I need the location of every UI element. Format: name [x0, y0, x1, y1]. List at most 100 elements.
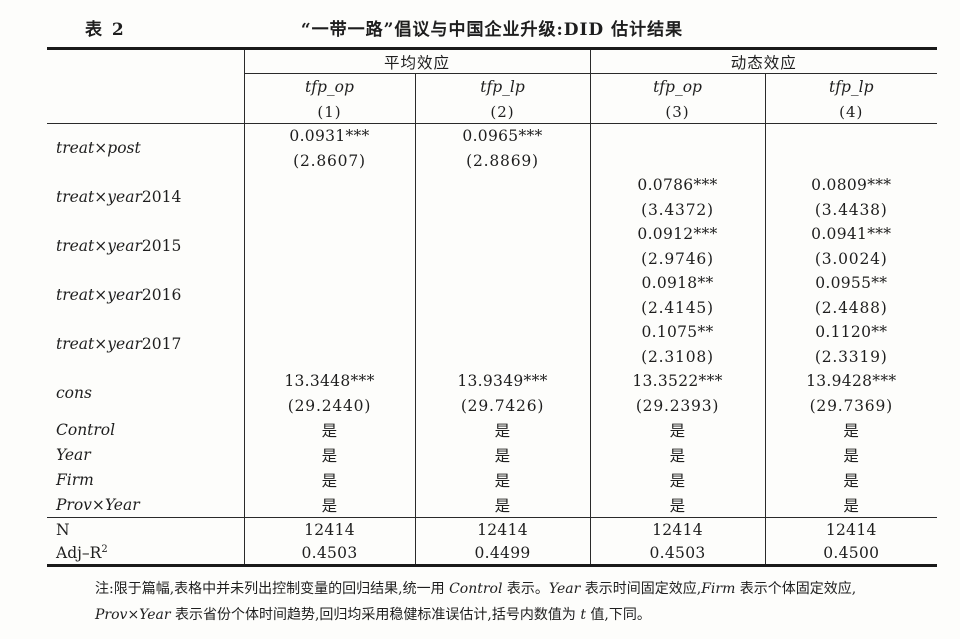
note-variable-name: t — [580, 607, 586, 623]
coefficient-cell: 13.3522*** — [589, 368, 766, 394]
note-text: 注:限于篇幅,表格中并未列出控制变量的回归结果,统一用 — [95, 581, 450, 597]
coefficient-cell: 0.1120** — [764, 319, 938, 345]
statistic-cell: 0.4503 — [589, 541, 766, 566]
column-number: (3) — [665, 103, 690, 121]
column-variable: tfp_lp — [829, 78, 874, 96]
corner-cell — [47, 48, 244, 124]
coefficient-cell: 0.0809*** — [764, 172, 938, 198]
row-label: treat×year2017 — [56, 335, 182, 353]
table-row-tvalues: (2.4145) (2.4488) — [47, 295, 938, 320]
note-text: 表示时间固定效应, — [580, 581, 702, 597]
column-number: (4) — [839, 103, 864, 121]
tvalue-cell: (2.8607) — [243, 148, 415, 173]
tvalue-cell: (3.0024) — [764, 246, 938, 271]
coefficient-cell: 0.0786*** — [589, 172, 766, 198]
table-row-tvalues: (2.3108) (2.3319) — [47, 344, 938, 369]
fixed-effect-cell: 是 — [243, 467, 415, 493]
statistic-cell: 0.4503 — [243, 541, 415, 566]
fixed-effect-cell: 是 — [589, 492, 766, 518]
note-text: 表示。 — [502, 581, 549, 597]
coefficient-cell — [589, 123, 766, 149]
tvalue-cell: (29.7426) — [414, 393, 591, 418]
column-variable: tfp_lp — [480, 78, 525, 96]
row-label: treat×year2014 — [56, 188, 182, 206]
table-row-tvalues: (3.4372) (3.4438) — [47, 197, 938, 222]
row-label: treat×year2015 — [56, 237, 182, 255]
tvalue-cell: (2.4488) — [764, 295, 938, 320]
tvalue-cell — [243, 295, 415, 320]
note-text: 表示省份个体时间趋势,回归均采用稳健标准误估计,括号内数值为 — [170, 607, 581, 623]
col-group-dynamic-effect: 动态效应 — [589, 48, 938, 74]
coefficient-cell — [414, 270, 591, 296]
tvalue-cell: (2.8869) — [414, 148, 591, 173]
row-label: Adj–R2 — [56, 543, 108, 562]
note-line-2: Prov×Year 表示省份个体时间趋势,回归均采用稳健标准误估计,括号内数值为… — [95, 602, 942, 628]
fixed-effect-cell: 是 — [243, 417, 415, 443]
coefficient-cell: 13.9349*** — [414, 368, 591, 394]
tvalue-cell — [243, 344, 415, 369]
coefficient-cell: 0.0912*** — [589, 221, 766, 247]
tvalue-cell: (2.9746) — [589, 246, 766, 271]
column-header-4: tfp_lp (4) — [764, 73, 938, 124]
note-line-1: 注:限于篇幅,表格中并未列出控制变量的回归结果,统一用 Control 表示。Y… — [95, 576, 942, 602]
statistic-cell: 12414 — [414, 517, 591, 542]
tvalue-cell: (2.3108) — [589, 344, 766, 369]
fixed-effect-cell: 是 — [589, 442, 766, 468]
table-row: Adj–R2 0.4503 0.4499 0.4503 0.4500 — [47, 541, 938, 566]
column-variable: tfp_op — [653, 78, 702, 96]
statistic-cell: 12414 — [243, 517, 415, 542]
statistic-cell: 0.4500 — [764, 541, 938, 566]
fixed-effect-cell: 是 — [764, 417, 938, 443]
coefficient-cell: 0.0941*** — [764, 221, 938, 247]
statistic-cell: 0.4499 — [414, 541, 591, 566]
col-group-average-effect: 平均效应 — [243, 48, 591, 74]
fixed-effect-cell: 是 — [589, 467, 766, 493]
tvalue-cell — [414, 344, 591, 369]
column-number: (2) — [490, 103, 515, 121]
fixed-effect-cell: 是 — [414, 442, 591, 468]
note-text: 表示个体固定效应, — [735, 581, 857, 597]
table-row: treat×year2015 0.0912*** 0.0941*** — [47, 221, 938, 255]
row-label: Year — [56, 446, 91, 464]
tvalue-cell — [414, 197, 591, 222]
row-label: N — [47, 517, 244, 542]
fixed-effect-cell: 是 — [414, 467, 591, 493]
tvalue-cell: (29.7369) — [764, 393, 938, 418]
coefficient-cell — [243, 172, 415, 198]
tvalue-cell — [414, 246, 591, 271]
table-row: Firm 是是是是 — [47, 467, 938, 493]
note-variable-name: Control — [449, 581, 503, 597]
coefficient-cell — [414, 172, 591, 198]
did-results-table: 平均效应 动态效应 tfp_op (1) tfp_lp (2) tfp_op (3) tfp… — [47, 47, 938, 567]
table-row: N 12414 12414 12414 12414 — [47, 517, 938, 542]
tvalue-cell: (3.4372) — [589, 197, 766, 222]
tvalue-cell: (2.3319) — [764, 344, 938, 369]
coefficient-cell — [243, 270, 415, 296]
coefficient-cell — [243, 319, 415, 345]
table-row: Control 是是是是 — [47, 417, 938, 443]
note-variable-name: Prov×Year — [95, 607, 171, 623]
table-note: 注:限于篇幅,表格中并未列出控制变量的回归结果,统一用 Control 表示。Y… — [95, 576, 942, 628]
tvalue-cell: (3.4438) — [764, 197, 938, 222]
fixed-effect-cell: 是 — [243, 442, 415, 468]
coefficient-cell: 13.9428*** — [764, 368, 938, 394]
table-row: cons 13.3448*** 13.9349*** 13.3522*** 13.942… — [47, 368, 938, 402]
column-header-1: tfp_op (1) — [243, 73, 415, 124]
statistic-cell: 12414 — [589, 517, 766, 542]
row-label: treat×post — [56, 139, 141, 158]
column-number: (1) — [317, 103, 342, 121]
tvalue-cell: (2.4145) — [589, 295, 766, 320]
table-row: treat×year2016 0.0918** 0.0955** — [47, 270, 938, 304]
row-label: treat×year2016 — [56, 286, 182, 304]
tvalue-cell — [764, 148, 938, 173]
coefficient-cell: 13.3448*** — [243, 368, 415, 394]
row-label: Control — [56, 421, 116, 439]
coefficient-cell — [243, 221, 415, 247]
fixed-effect-cell: 是 — [589, 417, 766, 443]
table-row-tvalues: (2.8607) (2.8869) — [47, 148, 938, 173]
header-column-row: tfp_op (1) tfp_lp (2) tfp_op (3) tfp_lp (4) — [47, 73, 938, 124]
table-title: “一带一路”倡议与中国企业升级:DID 估计结果 — [300, 20, 684, 40]
tvalue-cell — [589, 148, 766, 173]
fixed-effect-cell: 是 — [764, 467, 938, 493]
